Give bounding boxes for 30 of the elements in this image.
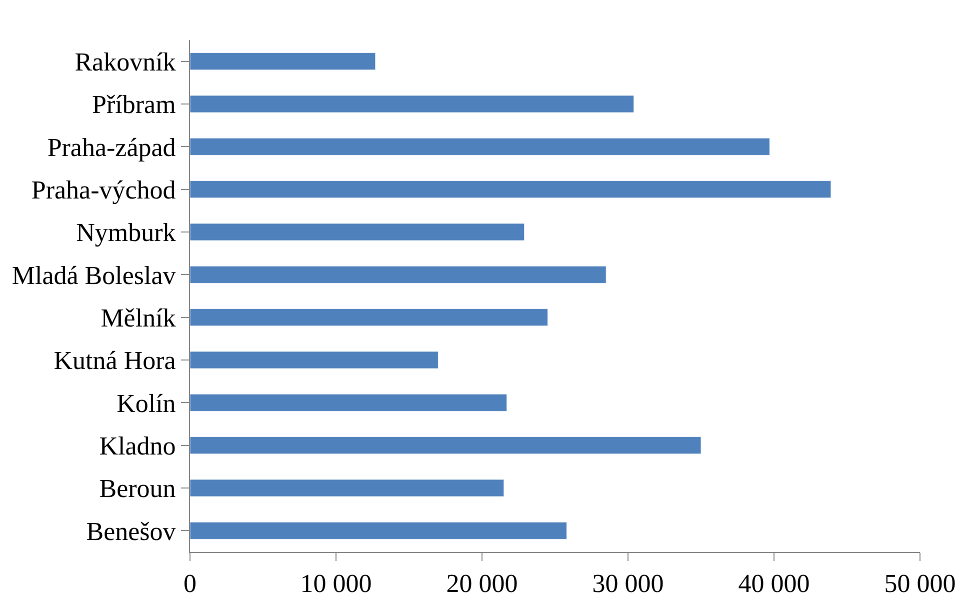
bar: [190, 351, 438, 369]
y-tick-label: Benešov: [86, 516, 176, 546]
bar: [190, 138, 770, 156]
bar: [190, 52, 376, 70]
x-tick-label: 0: [184, 569, 196, 598]
bar: [190, 479, 504, 497]
x-tick-label: 50 000: [884, 569, 956, 598]
bar: [190, 308, 548, 326]
x-tick-label: 20 000: [446, 569, 518, 598]
bar: [190, 95, 634, 113]
y-tick-label: Mladá Boleslav: [12, 260, 176, 290]
y-tick-label: Beroun: [99, 474, 176, 504]
x-tick-label: 30 000: [592, 569, 664, 598]
bar: [190, 436, 702, 454]
bar: [190, 180, 832, 198]
y-tick-label: Praha-západ: [47, 132, 176, 162]
y-tick-label: Praha-východ: [31, 175, 176, 204]
x-tick-label: 10 000: [300, 569, 372, 598]
y-tick-label: Příbram: [92, 90, 176, 120]
y-tick-label: Mělník: [100, 303, 176, 332]
y-tick-label: Rakovník: [74, 47, 176, 76]
bar: [190, 394, 508, 412]
y-tick-label: Kladno: [99, 431, 176, 460]
bar: [190, 266, 606, 284]
y-tick-label: Kutná Hora: [54, 346, 176, 376]
y-tick-label: Kolín: [116, 388, 176, 418]
y-tick-label: Nymburk: [76, 218, 176, 248]
bar: [190, 522, 567, 540]
bar: [190, 223, 525, 241]
x-tick-label: 40 000: [738, 569, 810, 598]
